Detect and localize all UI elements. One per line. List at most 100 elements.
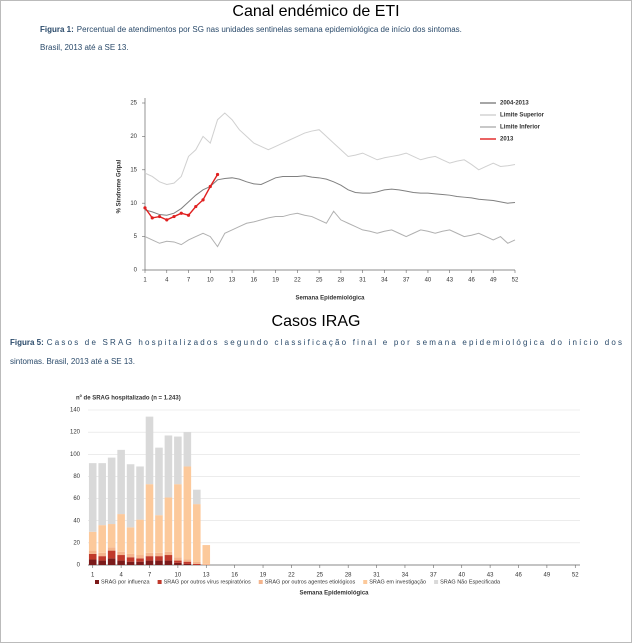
series-line <box>144 210 516 248</box>
bar-segment <box>183 432 192 467</box>
chart-title: Casos IRAG <box>272 313 361 330</box>
caption-line: Percentual de atendimentos por SG nas un… <box>77 25 462 34</box>
series-line <box>144 112 516 186</box>
x-tick-label: 52 <box>572 573 579 579</box>
bar-segment <box>145 560 154 565</box>
point <box>194 204 198 209</box>
bar-segment <box>107 524 116 548</box>
bar-segment <box>164 560 173 565</box>
y-tick-label: 25 <box>130 101 137 107</box>
x-tick-label: 4 <box>119 573 123 579</box>
x-tick-label: 31 <box>359 278 366 284</box>
x-axis-label: Semana Epidemiológica <box>295 296 365 302</box>
bar-segment <box>174 557 182 561</box>
bar-segment <box>117 449 125 515</box>
caption-line: Brasil, 2013 até a SE 13. <box>40 43 129 52</box>
bar-segment <box>164 551 173 556</box>
y-tick-label: 140 <box>70 408 81 414</box>
bar-segment <box>98 556 106 561</box>
x-tick-label: 13 <box>203 573 210 579</box>
point <box>201 198 205 202</box>
bar-segment <box>88 531 97 551</box>
bar-segment <box>98 463 106 526</box>
y-tick-label: 40 <box>73 518 80 524</box>
chart-title: Canal endémico de ETI <box>232 3 399 20</box>
y-tick-label: 5 <box>134 234 138 240</box>
x-tick-label: 49 <box>490 278 497 284</box>
x-tick-label: 19 <box>272 278 279 284</box>
y-tick-label: 0 <box>77 563 81 569</box>
bar-segment <box>202 563 211 565</box>
legend-label: SRAG por outros agentes etiológicos <box>265 579 356 585</box>
legend-label: SRAG em investigação <box>369 579 426 585</box>
y-tick-label: 20 <box>73 540 80 546</box>
bar-segment <box>145 552 154 557</box>
bar-segment <box>174 436 182 485</box>
point <box>186 213 191 217</box>
bar-segment <box>193 504 201 562</box>
series-line <box>144 175 516 216</box>
x-tick-label: 40 <box>458 573 465 579</box>
caption-line: Casos de SRAG hospitalizados segundo cla… <box>47 338 622 347</box>
y-tick-label: 10 <box>130 201 137 207</box>
bar-segment <box>136 558 144 562</box>
bar-segment <box>136 555 144 559</box>
caption-label: Figura 1: <box>40 25 74 34</box>
bar-segment <box>193 489 201 505</box>
legend-label: Limite Inferior <box>500 125 541 131</box>
bar-segment <box>107 550 116 559</box>
point <box>157 214 162 219</box>
bar-segment <box>88 550 97 554</box>
x-tick-label: 34 <box>402 573 409 579</box>
bar-segment <box>174 560 182 563</box>
x-tick-label: 10 <box>175 573 182 579</box>
x-tick-label: 46 <box>515 573 522 579</box>
bar-segment <box>145 484 154 553</box>
bar-segment <box>164 435 173 498</box>
bar-segment <box>164 555 173 561</box>
bar-segment <box>136 466 144 520</box>
bar-segment <box>126 553 135 558</box>
bar-segment <box>145 556 154 561</box>
point <box>172 214 176 219</box>
legend-swatch <box>258 580 263 584</box>
bar-segment <box>164 497 173 552</box>
bar-segment <box>126 464 135 528</box>
y-tick-label: 120 <box>70 430 81 436</box>
y-tick-label: 0 <box>134 268 138 274</box>
x-tick-label: 28 <box>338 278 345 284</box>
bar-segment <box>183 559 192 562</box>
bar-segment <box>88 463 97 532</box>
x-tick-label: 16 <box>231 573 238 579</box>
bar-segment <box>136 561 144 565</box>
bar-segment <box>126 557 135 562</box>
bar-segment <box>183 561 192 564</box>
bar-segment <box>174 562 182 565</box>
legend-label: Limite Superior <box>500 113 545 119</box>
legend-label: 2013 <box>500 137 514 143</box>
bar-segment <box>126 527 135 554</box>
bar-segment <box>183 563 192 565</box>
bar-segment <box>174 484 182 558</box>
bar-segment <box>155 560 163 565</box>
bar-segment <box>88 559 97 565</box>
bar-segment <box>183 466 192 560</box>
bar-segment <box>107 457 116 525</box>
bar-segment <box>117 560 125 565</box>
y-tick-label: 15 <box>130 167 137 173</box>
bar-segment <box>193 563 201 565</box>
x-tick-label: 31 <box>373 573 380 579</box>
bar-segment <box>202 545 211 564</box>
y-tick-label: 100 <box>70 452 81 458</box>
legend-swatch <box>363 580 368 584</box>
bar-segment <box>88 553 97 560</box>
x-tick-label: 4 <box>165 278 169 284</box>
x-tick-label: 19 <box>260 573 267 579</box>
x-tick-label: 46 <box>468 278 475 284</box>
x-tick-label: 37 <box>403 278 410 284</box>
legend-swatch <box>434 580 439 584</box>
x-tick-label: 1 <box>91 573 95 579</box>
x-tick-label: 43 <box>446 278 453 284</box>
x-tick-label: 43 <box>487 573 494 579</box>
